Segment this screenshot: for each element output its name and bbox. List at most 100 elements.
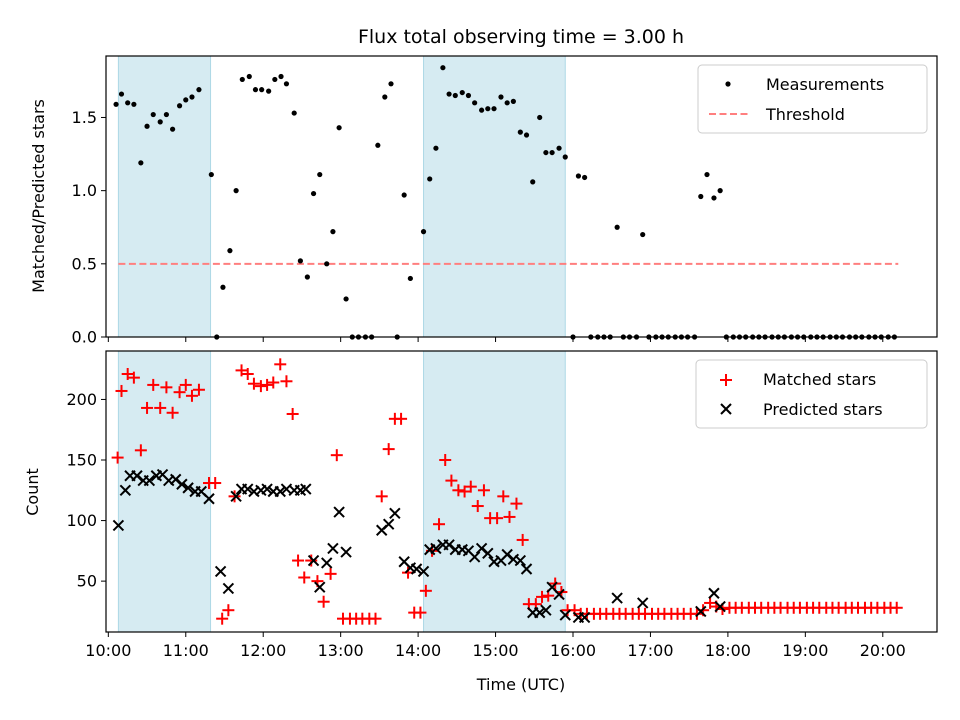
matched-stars-point-44: [395, 412, 408, 425]
ratio-legend: Measurements Threshold: [697, 64, 928, 134]
matched-stars-point-56: [471, 500, 484, 513]
measurements-point-59: [504, 100, 510, 106]
measurements-point-18: [233, 188, 239, 194]
ratio-legend-box: [697, 64, 928, 134]
ratio-y-axis-label: Matched/Predicted stars: [29, 99, 48, 293]
measurements-point-66: [549, 149, 555, 156]
matched-stars-point-62: [510, 497, 523, 510]
measurements-point-65: [543, 149, 549, 156]
measurements-point-26: [283, 81, 290, 87]
measurements-point-57: [491, 106, 497, 112]
legend-matched-marker: [720, 374, 732, 386]
measurements-point-48: [433, 145, 439, 151]
matched-stars-point-8: [160, 381, 173, 394]
measurements-point-50: [446, 91, 452, 97]
measurements-point-44: [401, 192, 407, 198]
predicted-stars-point-51: [482, 547, 494, 559]
matched-stars-point-90: [690, 607, 703, 620]
measurements-point-42: [388, 81, 394, 87]
x-axis-label: Time (UTC): [476, 675, 565, 694]
chart-title: Flux total observing time = 3.00 h: [358, 26, 684, 48]
predicted-stars-point-33: [333, 506, 345, 518]
matched-stars-point-47: [414, 606, 427, 619]
predicted-stars-point-29: [307, 554, 320, 567]
x-tick-label-1: 11:00: [163, 641, 209, 660]
x-tick-label-5: 15:00: [473, 641, 519, 660]
predicted-stars-point-28: [300, 483, 312, 495]
measurements-point-91: [711, 195, 717, 201]
predicted-stars-point-65: [578, 611, 591, 624]
measurements-point-22: [259, 87, 265, 93]
matched-stars-point-48: [419, 584, 432, 597]
matched-stars-point-18: [228, 490, 241, 503]
ratio-shaded-interval-1: [423, 55, 566, 338]
x-tick-label-7: 17:00: [627, 641, 673, 660]
matched-stars-point-2: [121, 368, 134, 381]
matched-stars-point-6: [147, 378, 160, 391]
matched-stars-point-20: [241, 368, 254, 381]
predicted-stars-point-57: [520, 563, 533, 575]
x-tick-label-3: 13:00: [318, 641, 364, 660]
predicted-stars-point-15: [214, 565, 227, 578]
predicted-stars-point-49: [468, 551, 481, 563]
predicted-stars-point-67: [636, 597, 649, 609]
x-tick-label-8: 18:00: [705, 641, 751, 660]
measurements-point-60: [510, 98, 516, 104]
measurements-point-0: [113, 101, 119, 107]
matched-stars-point-29: [298, 571, 311, 584]
counts-y-tick-label-3: 200: [66, 390, 97, 409]
ratio-y-tick-label-2: 1.0: [72, 181, 97, 200]
predicted-stars-point-60: [540, 604, 552, 616]
matched-stars-point-66: [536, 590, 549, 603]
ratio-y-tick-label-3: 1.5: [72, 108, 97, 127]
measurements-point-80: [640, 231, 646, 238]
measurements-point-53: [465, 92, 472, 99]
counts-y-tick-label-0: 50: [77, 572, 97, 591]
matched-stars-point-15: [209, 477, 222, 490]
measurements-point-10: [176, 103, 183, 109]
x-tick-label-2: 12:00: [240, 641, 286, 660]
matched-stars-point-42: [382, 443, 395, 456]
matched-stars-point-23: [261, 378, 274, 391]
measurements-point-2: [125, 100, 131, 106]
measurements-point-17: [227, 248, 233, 254]
predicted-stars-point-17: [230, 490, 242, 503]
measurements-point-31: [317, 171, 323, 178]
measurements-point-70: [575, 173, 582, 179]
predicted-stars-point-11: [182, 482, 194, 494]
x-tick-label-4: 14:00: [395, 641, 441, 660]
measurements-point-63: [530, 179, 536, 185]
ratio-y-tick-label-1: 0.5: [72, 254, 97, 273]
predicted-stars-point-59: [533, 606, 546, 619]
matched-stars-point-19: [235, 364, 248, 377]
ratio-y-tick-label-0: 0.0: [72, 328, 97, 347]
measurements-point-62: [523, 132, 530, 138]
measurements-point-6: [150, 111, 156, 118]
measurements-point-1: [118, 91, 125, 97]
counts-shaded-interval-0: [117, 350, 212, 633]
x-tick-label-10: 20:00: [860, 641, 906, 660]
predicted-stars-point-19: [242, 483, 254, 495]
x-tick-label-9: 19:00: [782, 641, 828, 660]
predicted-stars-point-37: [389, 507, 401, 520]
predicted-stars-point-1: [119, 484, 132, 496]
counts-panel-frame: [105, 350, 938, 633]
matched-stars-point-16: [216, 612, 229, 625]
measurements-point-3: [131, 101, 137, 107]
measurements-point-34: [336, 125, 342, 131]
measurements-point-71: [582, 174, 588, 181]
matched-stars-point-40: [369, 612, 382, 625]
measurements-point-64: [537, 114, 543, 121]
predicted-stars-point-16: [222, 582, 235, 595]
matched-stars-point-41: [375, 490, 388, 503]
measurements-point-32: [324, 261, 330, 267]
measurements-point-51: [452, 92, 458, 99]
predicted-stars-point-69: [708, 587, 720, 599]
matched-stars-point-60: [497, 490, 510, 503]
matched-stars-point-13: [192, 383, 205, 396]
measurements-point-33: [330, 229, 336, 235]
measurements-point-7: [157, 119, 163, 125]
measurements-point-47: [427, 176, 433, 182]
measurements-point-24: [272, 76, 278, 83]
counts-y-tick-label-1: 100: [66, 511, 97, 530]
